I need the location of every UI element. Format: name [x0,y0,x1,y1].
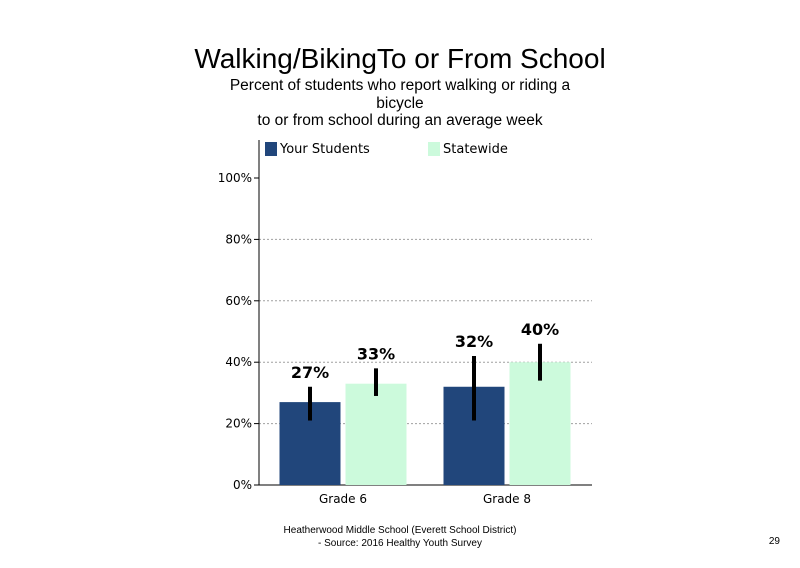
subtitle-line-2: bicycle [376,94,424,112]
legend-swatch-your-students [265,142,277,156]
chart-subtitle: Percent of students who report walking o… [200,77,600,130]
y-tick-label: 20% [225,417,252,431]
data-label: 33% [357,344,395,363]
data-label: 32% [455,332,493,351]
y-tick-label: 0% [233,478,252,492]
data-label: 40% [521,320,559,339]
subtitle-line-3: to or from school during an average week [257,112,543,129]
legend-swatch-statewide [428,142,440,156]
page-number: 29 [768,536,780,547]
y-tick-label: 100% [218,171,252,185]
x-tick-label: Grade 6 [319,492,367,506]
subtitle-line-1: Percent of students who report walking o… [229,77,571,94]
legend-label-statewide: Statewide [443,141,508,157]
footer-source: Heatherwood Middle School (Everett Schoo… [200,524,600,550]
y-tick-label: 80% [225,232,252,246]
data-label: 27% [291,363,329,382]
footer-line-2: - Source: 2016 Healthy Youth Survey [318,538,482,549]
y-tick-label: 40% [225,355,252,369]
footer-line-1: Heatherwood Middle School (Everett Schoo… [283,525,517,536]
legend-item-your-students: Your Students [265,140,370,158]
bar-statewide [345,383,407,485]
legend-item-statewide: Statewide [428,140,508,158]
legend-label-your-students: Your Students [280,141,370,157]
chart-title: Walking/BikingTo or From School [194,43,606,74]
x-tick-label: Grade 8 [483,492,531,506]
y-tick-label: 60% [225,294,252,308]
bar-statewide [509,362,571,485]
